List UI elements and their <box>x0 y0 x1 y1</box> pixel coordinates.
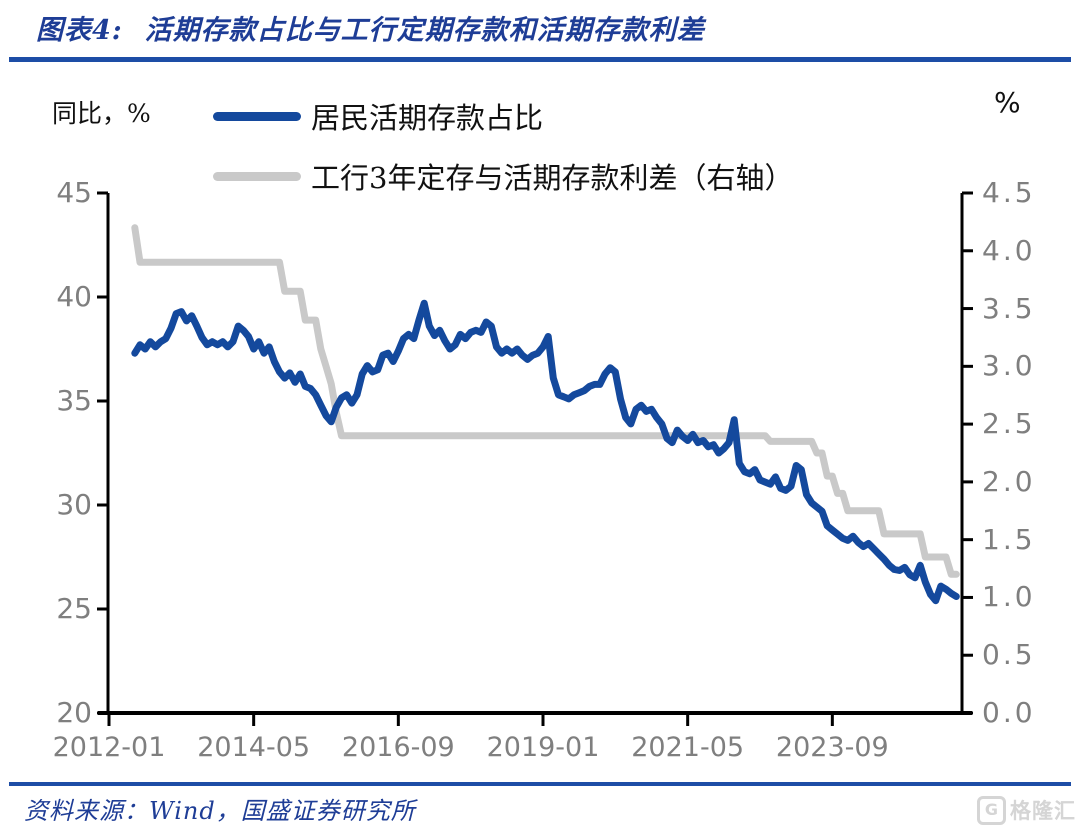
data-source-note: 资料来源：Wind，国盛证券研究所 <box>24 797 416 825</box>
figure-title-text: 活期存款占比与工行定期存款和活期存款利差 <box>144 15 705 46</box>
figure-title: 图表4: 活期存款占比与工行定期存款和活期存款利差 <box>36 8 1036 47</box>
y-axis-left-tick-label: 35 <box>56 384 92 417</box>
x-axis-tick-label: 2014-05 <box>197 732 311 763</box>
x-axis-tick-label: 2021-05 <box>631 732 745 763</box>
legend-swatch-gray <box>213 171 301 181</box>
y-axis-right-tick-label: 1.0 <box>982 580 1036 614</box>
footer: 资料来源：Wind，国盛证券研究所 G 格隆汇 <box>24 791 1075 827</box>
gelonghui-logo-text: 格隆汇 <box>1010 799 1076 823</box>
line-chart: 同比，% % 居民活期存款占比 工行3年定存与活期存款利差（右轴） 45 40 35… <box>0 70 1080 770</box>
x-axis-tick-label: 2012-01 <box>52 732 166 763</box>
y-axis-right-tick-label: 2.0 <box>982 464 1036 498</box>
y-axis-right-tick-label: 4.0 <box>982 233 1036 267</box>
y-axis-left-tick-label: 30 <box>56 488 92 521</box>
series-line-0 <box>131 224 960 578</box>
chart-plot-area <box>97 191 973 726</box>
series-line-1 <box>131 299 960 605</box>
y-axis-left-tick-label: 40 <box>56 280 92 313</box>
x-axis-tick-label: 2016-09 <box>341 732 455 763</box>
gelonghui-logo-icon: G <box>977 795 1006 825</box>
y-axis-right-tick-label: 2.5 <box>982 407 1036 441</box>
y-axis-right-tick-label: 4.5 <box>982 176 1036 209</box>
y-axis-left-tick-label: 45 <box>56 176 92 209</box>
y-axis-right-tick-label: 0.0 <box>982 696 1036 729</box>
y-axis-left-tick-label: 25 <box>56 592 92 625</box>
top-divider <box>9 57 1071 62</box>
y-axis-left-tick-label: 20 <box>56 696 92 729</box>
legend-label: 居民活期存款占比 <box>311 101 544 135</box>
legend-label: 工行3年定存与活期存款利差（右轴） <box>311 161 794 195</box>
y-axis-right-tick-label: 3.5 <box>982 291 1036 325</box>
bottom-divider <box>9 782 1071 786</box>
legend-swatch-blue <box>213 111 301 121</box>
gelonghui-watermark: G 格隆汇 <box>977 795 1076 825</box>
figure-number: 图表4: <box>36 15 123 46</box>
left-axis-unit-label: 同比，% <box>52 99 151 128</box>
x-axis-tick-label: 2019-01 <box>486 732 600 763</box>
legend: 居民活期存款占比 工行3年定存与活期存款利差（右轴） <box>213 100 793 220</box>
right-axis-unit-label: % <box>994 86 1021 119</box>
legend-item-demand-deposit-share: 居民活期存款占比 <box>213 100 793 135</box>
y-axis-right-tick-label: 0.5 <box>982 638 1036 672</box>
x-axis-tick-label: 2023-09 <box>775 732 889 763</box>
y-axis-right-tick-label: 3.0 <box>982 349 1036 383</box>
y-axis-right-tick-label: 1.5 <box>982 522 1036 556</box>
legend-item-icbc-rate-spread: 工行3年定存与活期存款利差（右轴） <box>213 160 793 195</box>
